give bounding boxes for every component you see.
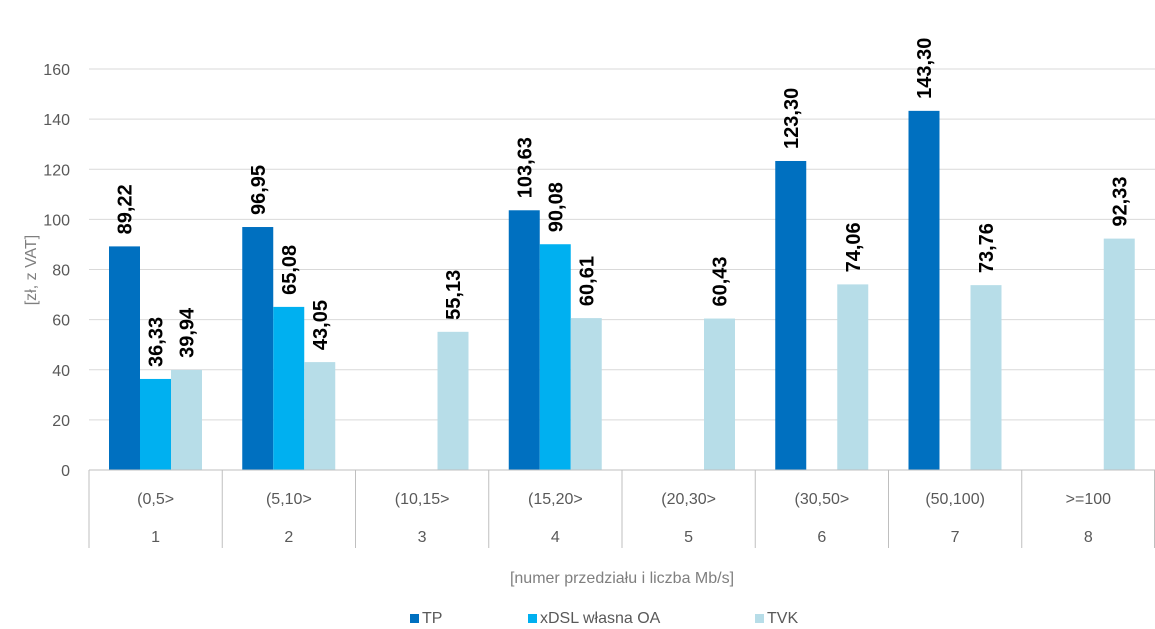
bar (704, 318, 735, 470)
bar (109, 246, 140, 470)
bar (570, 318, 602, 470)
data-label: 89,22 (115, 184, 137, 234)
bar (837, 284, 869, 470)
y-tick-label: 80 (52, 263, 70, 280)
bar (970, 285, 1002, 470)
data-labels: 89,22 96,95 103,63 123,30 143,30 36,33 65,08 90… (115, 38, 1132, 367)
bar (304, 362, 336, 470)
bars (109, 110, 1135, 471)
x-category-number-label: 6 (817, 529, 826, 546)
x-category-number-label: 8 (1084, 529, 1093, 546)
x-category-number-label: 4 (551, 529, 560, 546)
bar (775, 160, 807, 470)
bar (539, 244, 571, 470)
legend-swatch (410, 614, 419, 623)
axes: 0 20 40 60 80 100 120 140 160 (0,5> 1 (5,10> 2 (10,15… (43, 62, 1155, 548)
x-category-range-label: (10,15> (395, 491, 450, 508)
x-category-number-label: 1 (151, 529, 160, 546)
legend-item: TVK (755, 610, 798, 627)
data-label: 123,30 (781, 88, 803, 149)
data-label: 36,33 (146, 317, 168, 367)
x-category-number-label: 2 (284, 529, 293, 546)
legend-swatch (755, 614, 764, 623)
legend-label: xDSL własna OA (540, 610, 661, 627)
y-tick-label: 120 (43, 162, 70, 179)
x-category-number-label: 3 (418, 529, 427, 546)
bar (1103, 238, 1135, 470)
y-tick-label: 40 (52, 363, 70, 380)
data-label: 39,94 (177, 307, 199, 358)
bar (242, 227, 274, 470)
x-category-range-label: (15,20> (528, 491, 583, 508)
y-tick-label: 100 (43, 212, 70, 229)
data-label: 90,08 (545, 182, 567, 232)
x-category-range-label: (20,30> (661, 491, 716, 508)
data-label: 92,33 (1109, 177, 1131, 227)
y-tick-label: 160 (43, 62, 70, 79)
data-label: 65,08 (279, 245, 301, 295)
bar (508, 210, 540, 470)
legend-item: xDSL własna OA (528, 610, 661, 627)
y-tick-label: 60 (52, 313, 70, 330)
legend: TP xDSL własna OA TVK (410, 610, 798, 627)
x-category-number-label: 7 (951, 529, 960, 546)
x-category-range-label: (0,5> (137, 491, 174, 508)
y-axis-title-group: [zł, z VAT] (23, 235, 40, 306)
legend-label: TP (422, 610, 442, 627)
x-category-number-label: 5 (684, 529, 693, 546)
data-label: 60,61 (576, 256, 598, 306)
y-tick-label: 20 (52, 413, 70, 430)
data-label: 43,05 (310, 300, 332, 350)
bar (908, 110, 940, 471)
x-category-range-label: (30,50> (795, 491, 850, 508)
data-label: 60,43 (710, 256, 732, 306)
x-category-range-label: (5,10> (266, 491, 312, 508)
bar (171, 369, 202, 470)
legend-label: TVK (767, 610, 798, 627)
x-axis-title: [numer przedziału i liczba Mb/s] (510, 570, 734, 587)
y-tick-label: 0 (61, 463, 70, 480)
legend-item: TP (410, 610, 442, 627)
bar (273, 306, 305, 470)
data-label: 74,06 (843, 222, 865, 272)
data-label: 73,76 (976, 223, 998, 273)
data-label: 96,95 (248, 165, 270, 215)
data-label: 55,13 (443, 270, 465, 320)
data-label: 103,63 (514, 137, 536, 198)
bar (437, 331, 469, 470)
y-axis-title: [zł, z VAT] (23, 235, 40, 306)
x-category-range-label: (50,100) (925, 491, 985, 508)
data-label: 143,30 (914, 38, 936, 99)
y-tick-label: 140 (43, 112, 70, 129)
bar (140, 378, 171, 470)
x-category-range-label: >=100 (1066, 491, 1111, 508)
legend-swatch (528, 614, 537, 623)
